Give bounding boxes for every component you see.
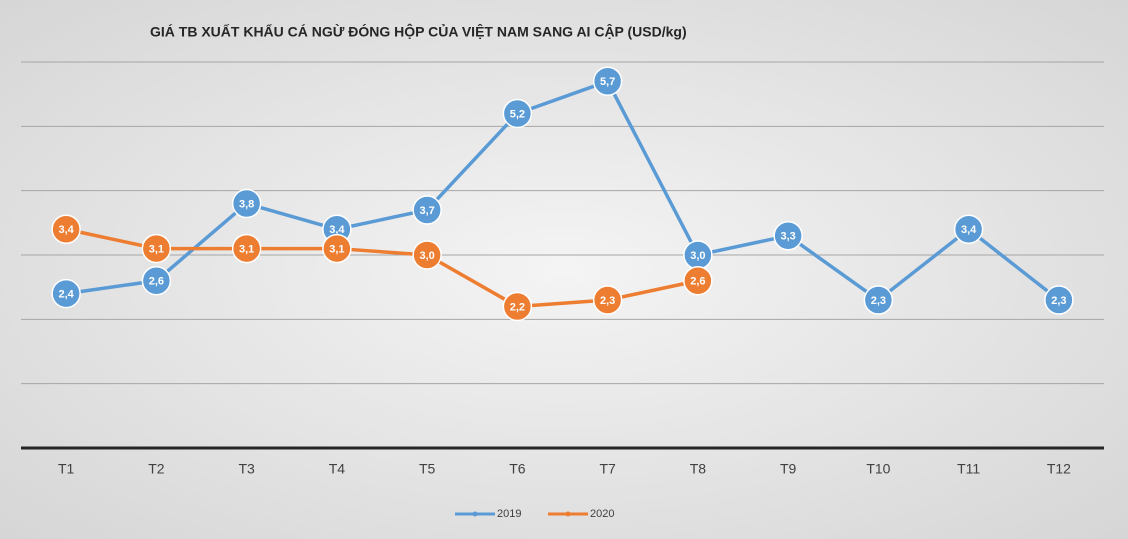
x-tick-label: T11 [957,461,980,477]
data-point [141,265,172,296]
data-label: 3,1 [329,243,344,255]
data-label: 2,4 [58,289,74,301]
data-label: 3,1 [149,243,164,255]
data-point [412,195,442,225]
x-tick-label: T9 [780,461,797,477]
legend-label: 2020 [590,508,614,520]
x-tick-label: T3 [238,461,255,477]
data-point [412,240,442,270]
data-label: 2,2 [510,301,525,313]
legend-marker [472,511,478,517]
legend-label: 2019 [497,508,521,520]
data-label: 3,8 [239,198,254,210]
data-point [51,278,81,309]
data-point [502,98,533,129]
data-point [592,66,623,97]
data-label: 2,6 [690,276,705,288]
data-label: 5,7 [600,76,615,88]
x-tick-label: T6 [509,461,526,477]
data-point [141,233,172,264]
x-tick-label: T1 [58,461,75,477]
data-label: 2,3 [600,295,615,307]
series-line [65,79,1060,302]
x-tick-label: T7 [599,461,616,477]
data-point [1044,285,1074,315]
x-tick-label: T10 [866,461,890,477]
data-point [592,285,623,315]
data-point [231,233,262,264]
data-label: 3,0 [419,250,434,262]
data-point [773,220,803,251]
data-point [863,285,894,315]
data-point [231,188,262,219]
x-tick-label: T8 [690,461,707,477]
x-tick-label: T2 [148,461,165,477]
chart-title: GIÁ TB XUẤT KHẨU CÁ NGỪ ĐÓNG HỘP CỦA VIỆ… [150,23,687,40]
data-label: 3,4 [961,224,977,236]
series-line [65,227,699,309]
data-label: 3,4 [58,224,74,236]
data-label: 2,6 [149,276,164,288]
x-tick-label: T12 [1047,461,1071,477]
data-label: 3,0 [690,250,705,262]
data-label: 3,3 [780,231,795,243]
data-label: 3,1 [239,243,254,255]
x-tick-label: T4 [329,461,346,477]
data-label: 3,7 [419,205,434,217]
data-label: 2,3 [1051,295,1066,307]
data-point [502,291,533,322]
data-label: 5,2 [510,108,525,120]
data-label: 3,4 [329,224,345,236]
legend-marker [565,511,571,517]
data-point [683,265,713,296]
data-point [953,214,984,245]
data-label: 2,3 [871,295,886,307]
x-tick-label: T5 [419,461,436,477]
data-point [322,233,352,264]
data-point [51,214,81,245]
